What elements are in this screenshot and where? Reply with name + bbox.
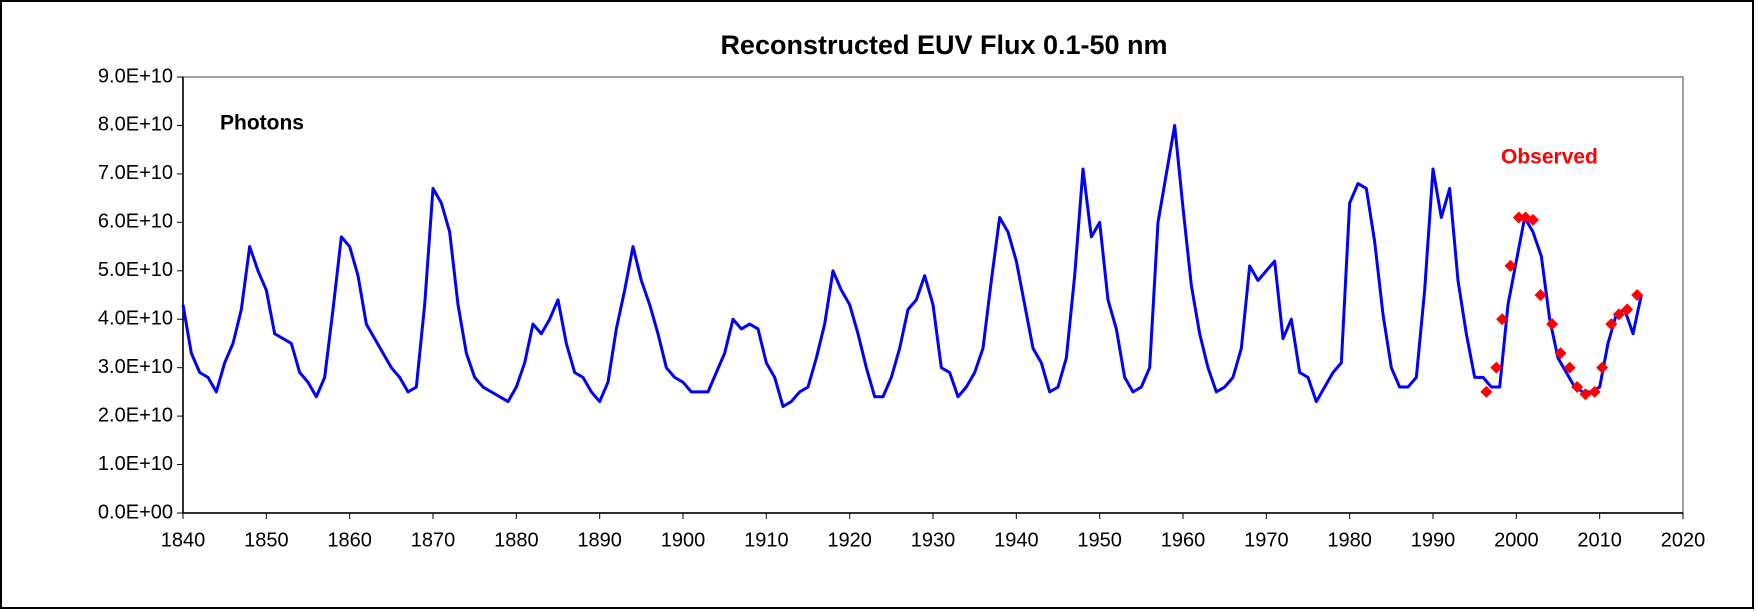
observed-label: Observed <box>1501 146 1598 169</box>
observed-point <box>1480 385 1493 398</box>
y-tick-label: 3.0E+10 <box>98 356 173 378</box>
x-tick-label: 1870 <box>411 529 456 551</box>
y-tick-label: 2.0E+10 <box>98 404 173 426</box>
x-tick-label: 1990 <box>1411 529 1456 551</box>
x-tick-label: 1920 <box>827 529 872 551</box>
x-tick-label: 2020 <box>1661 529 1706 551</box>
x-tick-label: 1860 <box>327 529 372 551</box>
chart-title: Reconstructed EUV Flux 0.1-50 nm <box>720 30 1167 60</box>
observed-point <box>1631 289 1644 301</box>
x-tick-label: 1880 <box>494 529 539 551</box>
x-tick-label: 1960 <box>1161 529 1206 551</box>
y-tick-label: 9.0E+10 <box>98 65 173 87</box>
x-tick-label: 1900 <box>661 529 706 551</box>
observed-point <box>1579 388 1592 401</box>
y-tick-label: 1.0E+10 <box>98 453 173 475</box>
x-tick-label: 1930 <box>911 529 956 551</box>
observed-point <box>1563 361 1576 374</box>
observed-point <box>1571 381 1584 394</box>
observed-point <box>1496 313 1509 326</box>
y-tick-label: 0.0E+00 <box>98 501 173 523</box>
observed-point <box>1605 318 1618 331</box>
observed-point <box>1512 211 1525 224</box>
x-tick-label: 1970 <box>1244 529 1289 551</box>
x-tick-label: 1890 <box>577 529 622 551</box>
observed-point <box>1554 347 1567 360</box>
y-tick-label: 7.0E+10 <box>98 162 173 184</box>
observed-point <box>1490 361 1503 374</box>
y-tick-label: 8.0E+10 <box>98 114 173 136</box>
x-tick-label: 2000 <box>1494 529 1539 551</box>
observed-point <box>1588 385 1601 398</box>
x-tick-label: 1910 <box>744 529 789 551</box>
x-tick-label: 1950 <box>1077 529 1122 551</box>
observed-point <box>1621 303 1634 316</box>
line-series <box>181 123 1643 408</box>
observed-point <box>1612 308 1625 321</box>
y-tick-label: 4.0E+10 <box>98 308 173 330</box>
x-tick-label: 1850 <box>244 529 289 551</box>
y-tick-label: 5.0E+10 <box>98 259 173 281</box>
observed-point <box>1527 213 1539 226</box>
observed-point <box>1596 361 1609 374</box>
observed-point <box>1534 289 1547 301</box>
observed-point <box>1504 259 1517 272</box>
y-tick-label: 6.0E+10 <box>98 211 173 233</box>
x-tick-label: 1840 <box>161 529 206 551</box>
observed-point <box>1546 318 1559 331</box>
x-tick-label: 2010 <box>1577 529 1622 551</box>
y-axis-label: Photons <box>220 112 304 135</box>
x-tick-label: 1980 <box>1327 529 1372 551</box>
x-tick-label: 1940 <box>994 529 1039 551</box>
